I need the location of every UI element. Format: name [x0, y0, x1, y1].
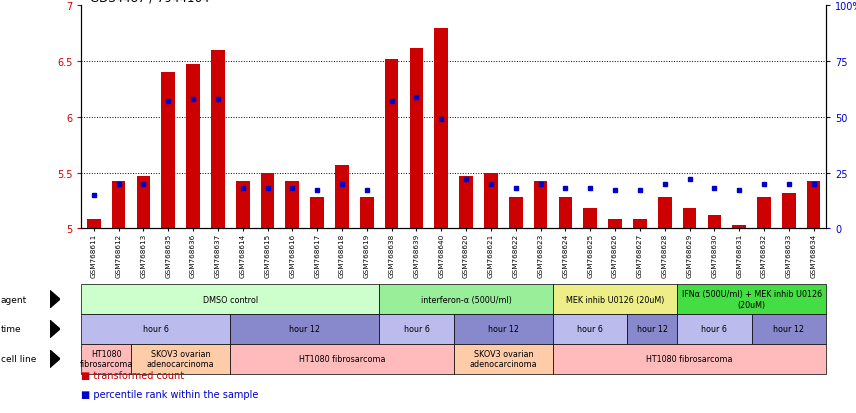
Text: hour 12: hour 12 [773, 325, 805, 334]
Bar [658, 198, 671, 229]
Bar [87, 220, 100, 229]
Text: SKOV3 ovarian
adenocarcinoma: SKOV3 ovarian adenocarcinoma [469, 349, 538, 368]
Text: HT1080
fibrosarcoma: HT1080 fibrosarcoma [80, 349, 133, 368]
Polygon shape [50, 320, 60, 338]
Bar [609, 220, 621, 229]
Text: time: time [1, 325, 21, 334]
Polygon shape [50, 350, 60, 368]
Bar [211, 51, 224, 229]
Text: cell line: cell line [1, 354, 36, 363]
Polygon shape [50, 290, 60, 309]
Text: interferon-α (500U/ml): interferon-α (500U/ml) [420, 295, 512, 304]
Bar [534, 182, 547, 229]
Text: hour 6: hour 6 [143, 325, 169, 334]
Text: hour 6: hour 6 [403, 325, 430, 334]
Bar [360, 198, 373, 229]
Bar [112, 182, 125, 229]
Text: SKOV3 ovarian
adenocarcinoma: SKOV3 ovarian adenocarcinoma [146, 349, 215, 368]
Text: agent: agent [1, 295, 27, 304]
Bar [683, 209, 696, 229]
Bar [758, 198, 770, 229]
Text: hour 12: hour 12 [637, 325, 668, 334]
Bar [311, 198, 324, 229]
Text: ■ transformed count: ■ transformed count [81, 370, 184, 380]
Text: hour 6: hour 6 [701, 325, 728, 334]
Bar [336, 165, 348, 229]
Bar [137, 176, 150, 229]
Text: hour 12: hour 12 [488, 325, 519, 334]
Bar [385, 59, 398, 229]
Bar [559, 198, 572, 229]
Bar [435, 28, 448, 229]
Text: DMSO control: DMSO control [203, 295, 258, 304]
Text: ■ percentile rank within the sample: ■ percentile rank within the sample [81, 389, 259, 399]
Text: HT1080 fibrosarcoma: HT1080 fibrosarcoma [299, 354, 385, 363]
Bar [460, 176, 473, 229]
Bar [708, 216, 721, 229]
Bar [782, 193, 795, 229]
Text: MEK inhib U0126 (20uM): MEK inhib U0126 (20uM) [566, 295, 664, 304]
Bar [261, 173, 274, 229]
Text: GDS4487 / 7944164: GDS4487 / 7944164 [90, 0, 210, 4]
Bar [509, 198, 522, 229]
Bar [162, 73, 175, 229]
Bar [807, 182, 820, 229]
Text: HT1080 fibrosarcoma: HT1080 fibrosarcoma [646, 354, 733, 363]
Bar [584, 209, 597, 229]
Text: IFNα (500U/ml) + MEK inhib U0126
(20uM): IFNα (500U/ml) + MEK inhib U0126 (20uM) [681, 290, 822, 309]
Bar [633, 220, 646, 229]
Bar [733, 225, 746, 229]
Text: hour 6: hour 6 [577, 325, 603, 334]
Bar [286, 182, 299, 229]
Bar [484, 173, 497, 229]
Text: hour 12: hour 12 [289, 325, 320, 334]
Bar [187, 65, 199, 229]
Bar [236, 182, 249, 229]
Bar [410, 48, 423, 229]
